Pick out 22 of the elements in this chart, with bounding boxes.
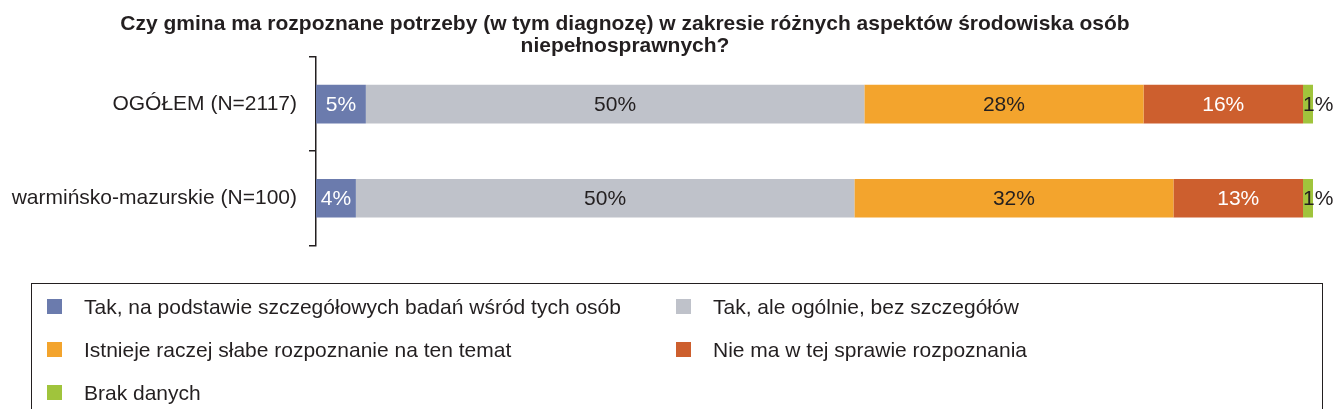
- bar: [1173, 178, 1304, 218]
- data-label: 28%: [982, 91, 1025, 115]
- bar: [365, 84, 865, 124]
- y-tick-label: OGÓŁEM (N=2117): [112, 90, 297, 114]
- legend-label: Nie ma w tej sprawie rozpoznania: [713, 337, 1027, 362]
- data-label: 50%: [594, 91, 637, 115]
- legend-label: Tak, na podstawie szczegółowych badań wśród tych osób: [84, 294, 621, 319]
- bar: [1143, 84, 1304, 124]
- bar: [854, 178, 1174, 218]
- data-label: 4%: [320, 186, 352, 210]
- data-label: 13%: [1217, 186, 1260, 210]
- y-tick-label: warmińsko-mazurskie (N=100): [10, 185, 297, 209]
- data-label: 5%: [325, 91, 357, 115]
- legend-label: Brak danych: [84, 380, 201, 405]
- bar: [864, 84, 1144, 124]
- bar: [355, 178, 855, 218]
- legend-label: Istnieje raczej słabe rozpoznanie na ten temat: [84, 337, 512, 362]
- data-label: 32%: [992, 186, 1035, 210]
- chart-title: Czy gmina ma rozpoznane potrzeby (w tym diagnozę) w zakresie różnych aspektów środowiska osób niepełnosprawnych?: [119, 11, 1131, 56]
- data-label: 16%: [1202, 91, 1245, 115]
- data-label: 50%: [584, 186, 627, 210]
- legend-label: Tak, ale ogólnie, bez szczegółów: [713, 294, 1019, 319]
